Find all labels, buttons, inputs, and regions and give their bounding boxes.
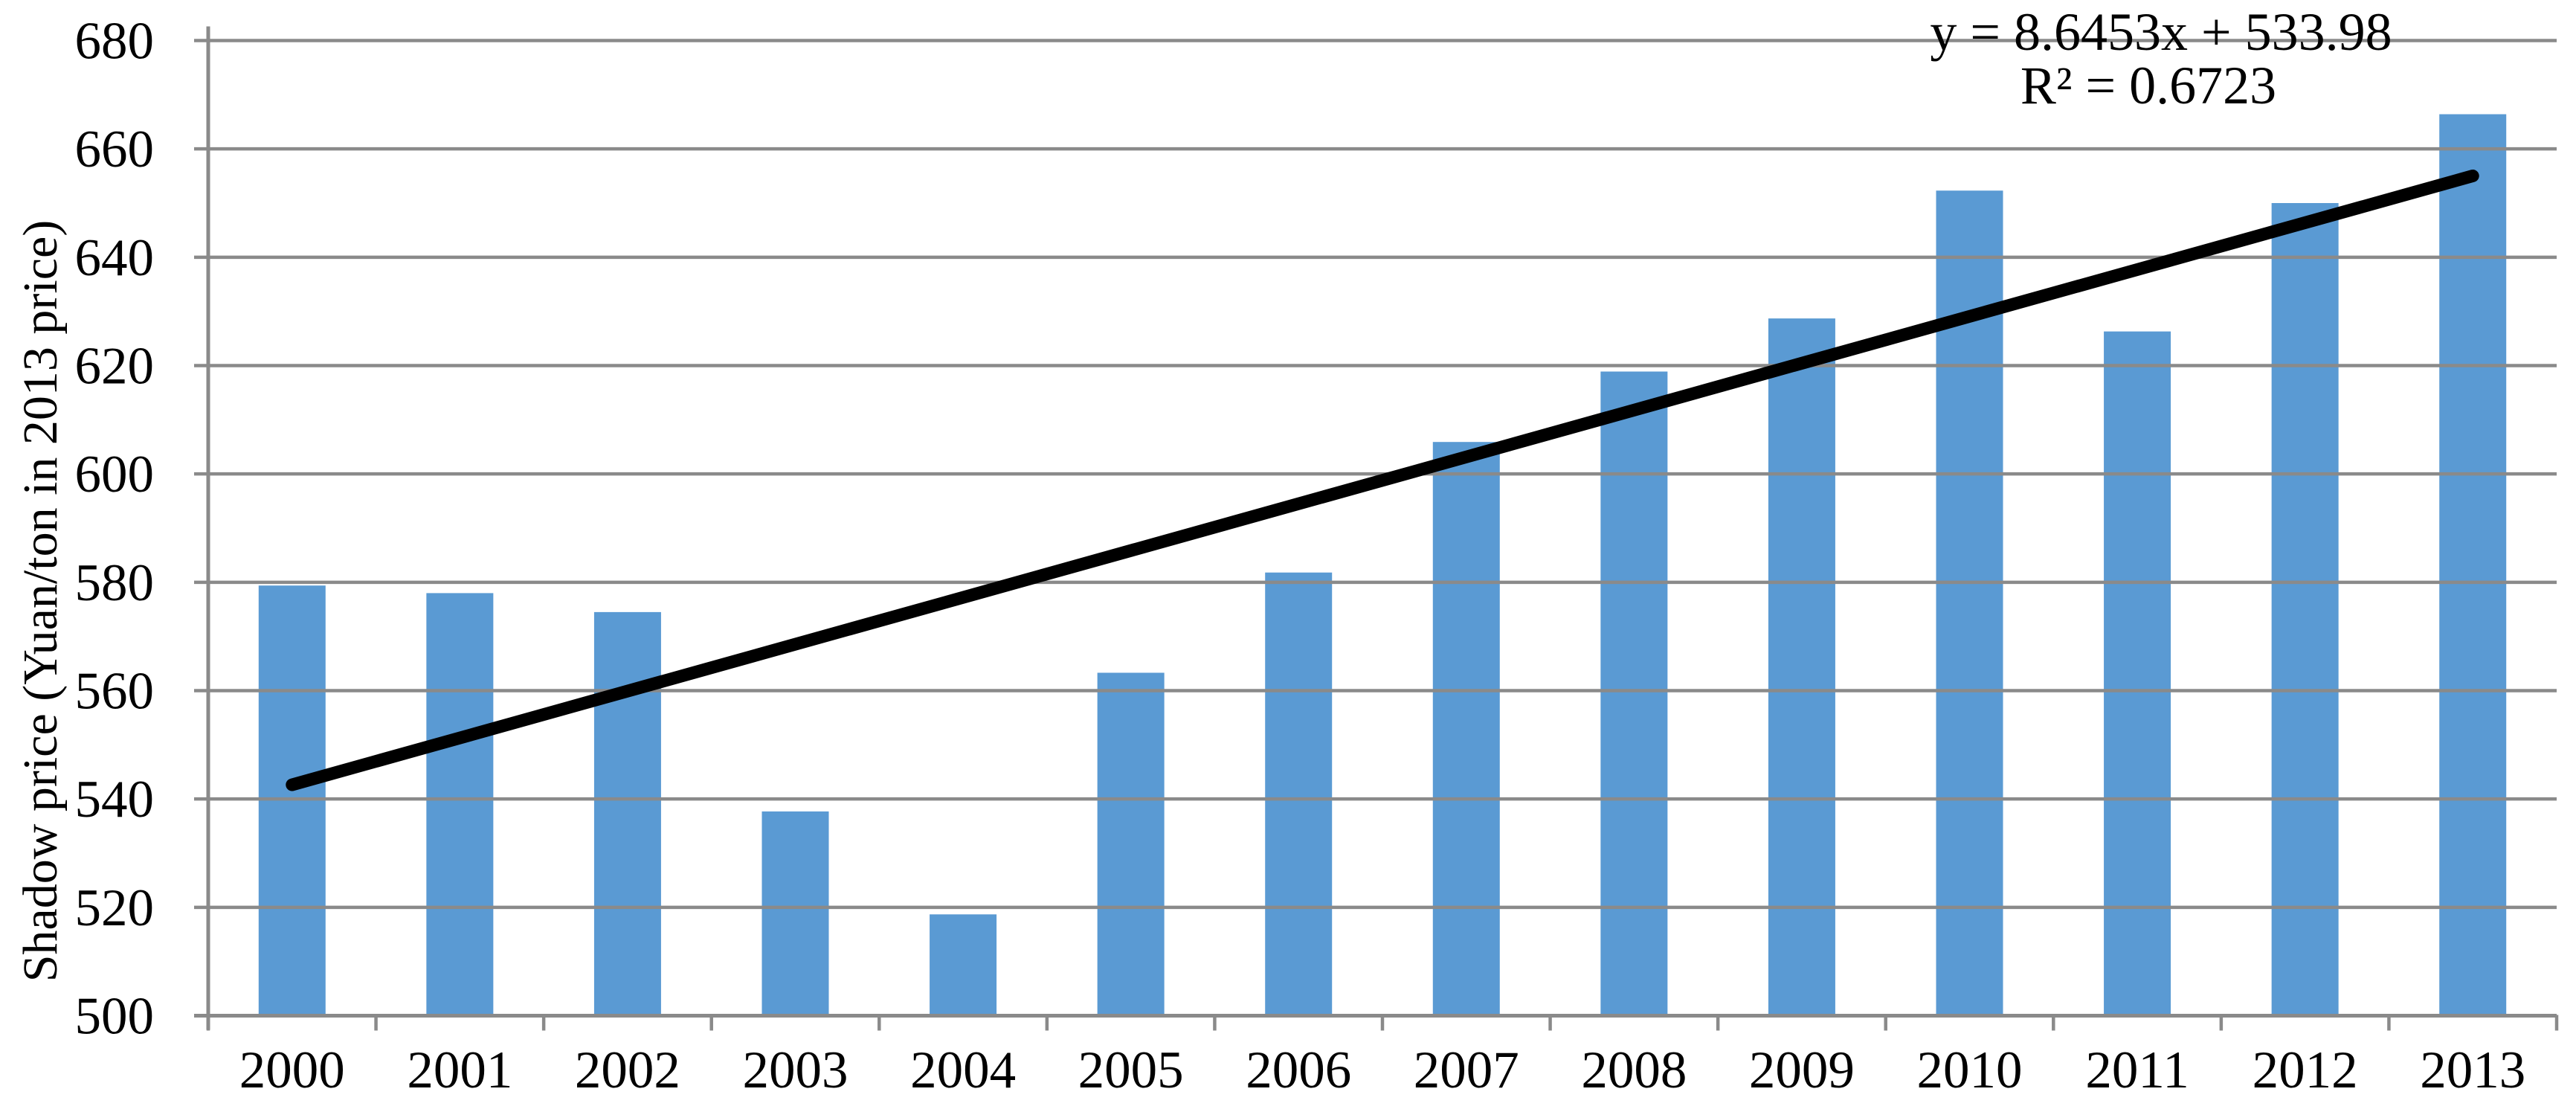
trendline-r-squared-label: R² = 0.6723 bbox=[2020, 56, 2276, 115]
bar-2004 bbox=[930, 914, 997, 1018]
y-tick-label-560: 560 bbox=[75, 663, 155, 721]
y-tick-label-640: 640 bbox=[75, 229, 155, 287]
x-tick-label-2005: 2005 bbox=[1078, 1041, 1184, 1099]
y-tick-label-620: 620 bbox=[75, 338, 155, 396]
y-tick-label-540: 540 bbox=[75, 771, 155, 829]
bar-2002 bbox=[593, 611, 661, 1018]
x-tick-label-2003: 2003 bbox=[743, 1041, 849, 1099]
bar-2009 bbox=[1768, 318, 1835, 1018]
y-axis-tick-labels: 500 520 540 560 580 600 620 640 660 680 bbox=[75, 13, 155, 1046]
x-axis-tick-labels: 2000 2001 2002 2003 2004 2005 2006 2007 2008 2009… bbox=[239, 1041, 2525, 1099]
axes bbox=[194, 26, 2559, 1031]
x-tick-label-2013: 2013 bbox=[2420, 1041, 2525, 1099]
x-tick-label-2000: 2000 bbox=[239, 1041, 345, 1099]
x-tick-label-2006: 2006 bbox=[1246, 1041, 1351, 1099]
bar-2000 bbox=[258, 585, 326, 1018]
x-tick-label-2009: 2009 bbox=[1749, 1041, 1855, 1099]
y-tick-label-680: 680 bbox=[75, 13, 155, 71]
bar-2003 bbox=[761, 811, 829, 1018]
bar-2011 bbox=[2104, 331, 2171, 1018]
x-tick-label-2001: 2001 bbox=[407, 1041, 512, 1099]
bar-2007 bbox=[1432, 442, 1500, 1018]
bar-2005 bbox=[1097, 672, 1165, 1018]
x-tick-label-2004: 2004 bbox=[910, 1041, 1016, 1099]
x-tick-label-2002: 2002 bbox=[575, 1041, 680, 1099]
bar-2006 bbox=[1265, 572, 1333, 1018]
bar-2008 bbox=[1600, 371, 1668, 1018]
x-tick-label-2008: 2008 bbox=[1581, 1041, 1687, 1099]
bar-series bbox=[258, 114, 2507, 1018]
x-tick-label-2007: 2007 bbox=[1414, 1041, 1519, 1099]
y-axis-title: Shadow price (Yuan/ton in 2013 price) bbox=[13, 220, 68, 983]
y-tick-label-500: 500 bbox=[75, 988, 155, 1046]
y-tick-label-660: 660 bbox=[75, 120, 155, 179]
trendline-group bbox=[286, 169, 2479, 791]
trendline-equation-label: y = 8.6453x + 533.98 bbox=[1930, 2, 2392, 62]
y-tick-label-600: 600 bbox=[75, 446, 155, 504]
y-tick-label-580: 580 bbox=[75, 554, 155, 612]
text-annotations: Shadow price (Yuan/ton in 2013 price) y … bbox=[13, 2, 2392, 982]
x-tick-label-2010: 2010 bbox=[1917, 1041, 2023, 1099]
bar-2013 bbox=[2439, 114, 2507, 1018]
x-tick-label-2012: 2012 bbox=[2253, 1041, 2358, 1099]
y-tick-label-520: 520 bbox=[75, 879, 155, 937]
bar-2001 bbox=[426, 593, 494, 1018]
bar-2012 bbox=[2271, 203, 2339, 1018]
x-tick-label-2011: 2011 bbox=[2085, 1041, 2189, 1099]
linear-trendline bbox=[286, 169, 2479, 791]
